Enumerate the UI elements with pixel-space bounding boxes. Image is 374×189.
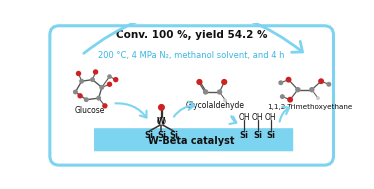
- Circle shape: [287, 97, 293, 103]
- Text: Si: Si: [240, 131, 249, 140]
- Circle shape: [278, 80, 283, 85]
- Text: Conv. 100 %, yield 54.2 %: Conv. 100 %, yield 54.2 %: [116, 30, 267, 40]
- Text: Si: Si: [253, 131, 262, 140]
- Text: Glycolaldehyde: Glycolaldehyde: [186, 101, 245, 110]
- Circle shape: [102, 103, 108, 108]
- Circle shape: [280, 94, 285, 99]
- Circle shape: [221, 79, 227, 85]
- FancyArrowPatch shape: [84, 10, 303, 53]
- Text: OH: OH: [252, 113, 263, 122]
- Circle shape: [73, 90, 78, 94]
- Text: W: W: [157, 117, 166, 126]
- Circle shape: [158, 104, 165, 111]
- Circle shape: [316, 96, 320, 100]
- Text: 1,1,2-Trimethoxyethane: 1,1,2-Trimethoxyethane: [267, 104, 353, 110]
- Circle shape: [96, 96, 101, 101]
- Circle shape: [79, 79, 84, 84]
- Circle shape: [90, 77, 95, 82]
- Circle shape: [327, 82, 331, 87]
- Circle shape: [286, 77, 291, 83]
- Circle shape: [203, 89, 208, 95]
- FancyArrowPatch shape: [174, 101, 194, 117]
- Text: OH: OH: [265, 113, 276, 122]
- Circle shape: [107, 74, 112, 79]
- Circle shape: [295, 87, 301, 92]
- FancyBboxPatch shape: [94, 128, 293, 151]
- Text: 200 °C, 4 MPa N₂, methanol solvent, and 4 h: 200 °C, 4 MPa N₂, methanol solvent, and …: [98, 50, 285, 60]
- Text: Si: Si: [157, 131, 166, 140]
- Circle shape: [113, 77, 119, 82]
- Circle shape: [223, 98, 227, 102]
- FancyArrowPatch shape: [280, 107, 289, 122]
- Circle shape: [217, 89, 222, 95]
- Circle shape: [99, 85, 104, 90]
- Circle shape: [157, 117, 165, 125]
- FancyBboxPatch shape: [50, 26, 334, 165]
- FancyArrowPatch shape: [230, 116, 236, 124]
- Text: W-Beta catalyst: W-Beta catalyst: [148, 136, 235, 146]
- FancyArrowPatch shape: [116, 103, 147, 118]
- Circle shape: [309, 87, 315, 92]
- Circle shape: [107, 82, 112, 87]
- Text: Si: Si: [144, 131, 154, 140]
- Circle shape: [93, 69, 98, 75]
- Text: Si: Si: [266, 131, 275, 140]
- Text: Si: Si: [169, 131, 178, 140]
- Circle shape: [196, 79, 203, 85]
- Circle shape: [84, 97, 89, 102]
- Text: OH: OH: [239, 113, 250, 122]
- Text: Glucose: Glucose: [74, 106, 105, 115]
- Circle shape: [77, 93, 83, 98]
- Circle shape: [318, 78, 324, 84]
- Circle shape: [76, 71, 81, 76]
